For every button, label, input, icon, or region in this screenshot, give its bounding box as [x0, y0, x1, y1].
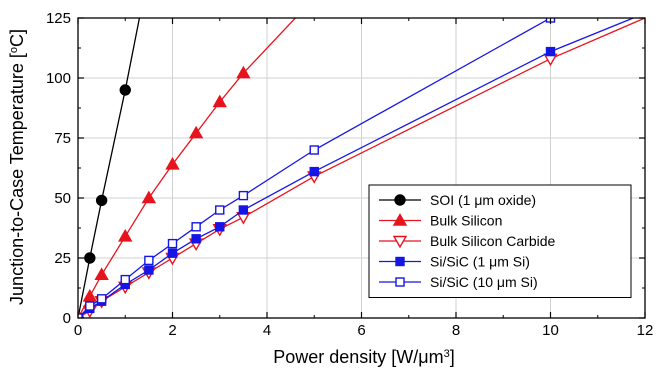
- series-2: [78, 18, 296, 318]
- data-point: [167, 248, 178, 258]
- legend: SOI (1 μm oxide) Bulk Silicon Bulk Silicon…: [368, 184, 632, 298]
- legend-item: Bulk Silicon Carbide: [379, 233, 555, 249]
- data-point: [167, 238, 178, 249]
- legend-item: Si/SiC (1 μm Si): [379, 254, 530, 270]
- data-point: [82, 288, 98, 302]
- legend-marker: [392, 213, 408, 226]
- y-axis-title: Junction-to-Case Temperature [oC]: [7, 29, 27, 305]
- data-point: [119, 84, 131, 96]
- legend-label: Si/SiC (10 μm Si): [430, 274, 538, 290]
- data-point: [120, 274, 130, 285]
- plot-area: [78, 18, 645, 318]
- data-point: [144, 255, 154, 266]
- series-5: [78, 18, 556, 318]
- x-tick-label: 12: [637, 322, 654, 339]
- series-line: [78, 18, 296, 318]
- legend-marker: [395, 256, 405, 267]
- data-point: [309, 166, 319, 177]
- data-point: [78, 313, 83, 318]
- y-tick-label: 25: [54, 250, 71, 267]
- data-point: [84, 252, 96, 264]
- data-point: [96, 294, 107, 304]
- data-point: [95, 194, 108, 207]
- y-tick-label: 0: [63, 310, 71, 327]
- data-point: [236, 65, 251, 79]
- data-point: [141, 190, 157, 204]
- data-point: [144, 265, 154, 275]
- x-tick-label: 10: [542, 322, 559, 339]
- x-tick-label: 4: [263, 322, 271, 339]
- data-point: [215, 205, 225, 215]
- x-tick-label: 6: [357, 322, 365, 339]
- legend-marker: [392, 235, 408, 249]
- data-point: [215, 222, 225, 232]
- data-point: [191, 234, 201, 244]
- legend-label: SOI (1 μm oxide): [430, 192, 536, 208]
- x-tick-label: 2: [168, 322, 176, 339]
- y-tick-label: 75: [54, 130, 71, 147]
- data-point: [85, 301, 95, 311]
- legend-label: Si/SiC (1 μm Si): [430, 254, 530, 270]
- data-point: [545, 46, 556, 57]
- y-tick-label: 100: [46, 70, 71, 87]
- y-tick-label: 125: [46, 10, 71, 27]
- data-point: [188, 125, 204, 139]
- data-point: [94, 267, 109, 280]
- data-point: [165, 156, 180, 170]
- data-point: [191, 222, 201, 232]
- legend-label: Bulk Silicon: [430, 213, 502, 229]
- legend-marker: [394, 194, 406, 206]
- data-point: [238, 205, 249, 215]
- x-axis-title: Power density [W/μm3]: [273, 347, 455, 367]
- x-tick-label: 0: [74, 322, 82, 339]
- series-line: [78, 18, 141, 318]
- y-tick-label: 50: [54, 190, 71, 207]
- data-point: [309, 145, 319, 155]
- legend-marker: [395, 277, 405, 287]
- x-tick-label: 8: [452, 322, 460, 339]
- data-point: [118, 228, 133, 242]
- legend-item: Bulk Silicon: [379, 213, 502, 229]
- legend-label: Bulk Silicon Carbide: [430, 233, 555, 249]
- axis-ticks: 0 2 4 6 8 10 12 0 25 50 75 100 125: [46, 10, 653, 339]
- data-point: [238, 190, 249, 201]
- legend-item: Si/SiC (10 μm Si): [379, 274, 538, 290]
- legend-item: SOI (1 μm oxide): [379, 192, 536, 208]
- data-point: [212, 94, 227, 108]
